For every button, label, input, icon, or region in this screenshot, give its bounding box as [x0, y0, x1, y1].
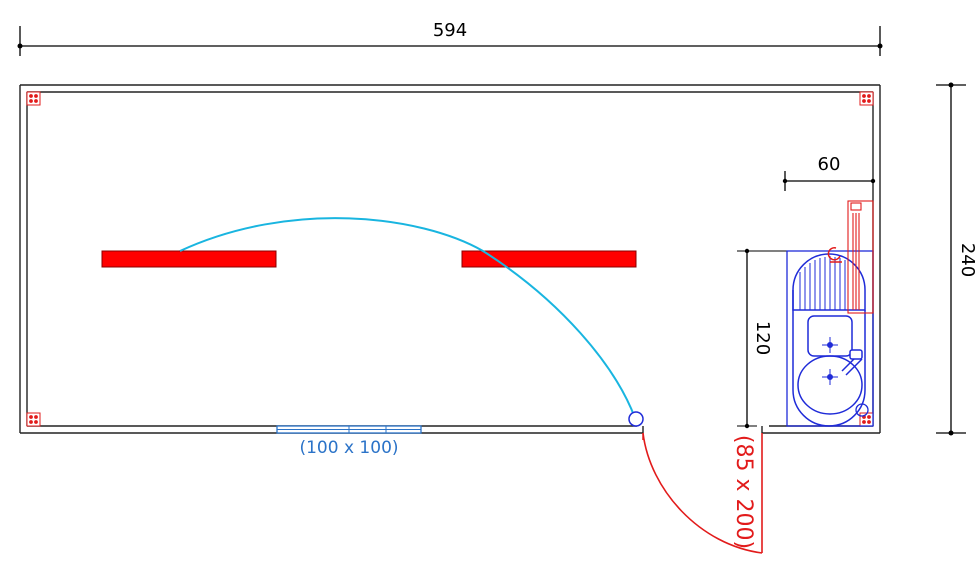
overall-width-label: 594 — [433, 20, 467, 41]
corner-post-icon — [859, 412, 874, 427]
heater-icon — [461, 250, 637, 268]
light-switch-icon — [628, 411, 644, 427]
width-dimension: 594 — [17, 20, 883, 56]
kitchenette-length-dimension: 120 — [737, 248, 787, 429]
faucet-icon — [841, 349, 863, 376]
door: (85 x 200) — [642, 432, 763, 554]
corner-post-icon — [26, 412, 41, 427]
corner-post-icon — [26, 91, 41, 106]
water-heater-icon — [827, 200, 874, 314]
overall-depth-label: 240 — [957, 243, 978, 277]
kitchenette-width-dimension: 60 — [782, 154, 876, 191]
corner-post-icon — [859, 91, 874, 106]
large-basin — [797, 355, 863, 415]
kitchenette-width-label: 60 — [818, 154, 841, 175]
window-size-label: (100 x 100) — [299, 438, 398, 458]
swing-arc — [179, 217, 636, 419]
window: (100 x 100) — [276, 425, 422, 458]
depth-dimension: 240 — [936, 82, 978, 436]
kitchenette-length-label: 120 — [752, 321, 773, 355]
door-size-label: (85 x 200) — [731, 435, 756, 549]
kitchenette-icon — [786, 250, 874, 427]
heater-icon — [101, 250, 277, 268]
